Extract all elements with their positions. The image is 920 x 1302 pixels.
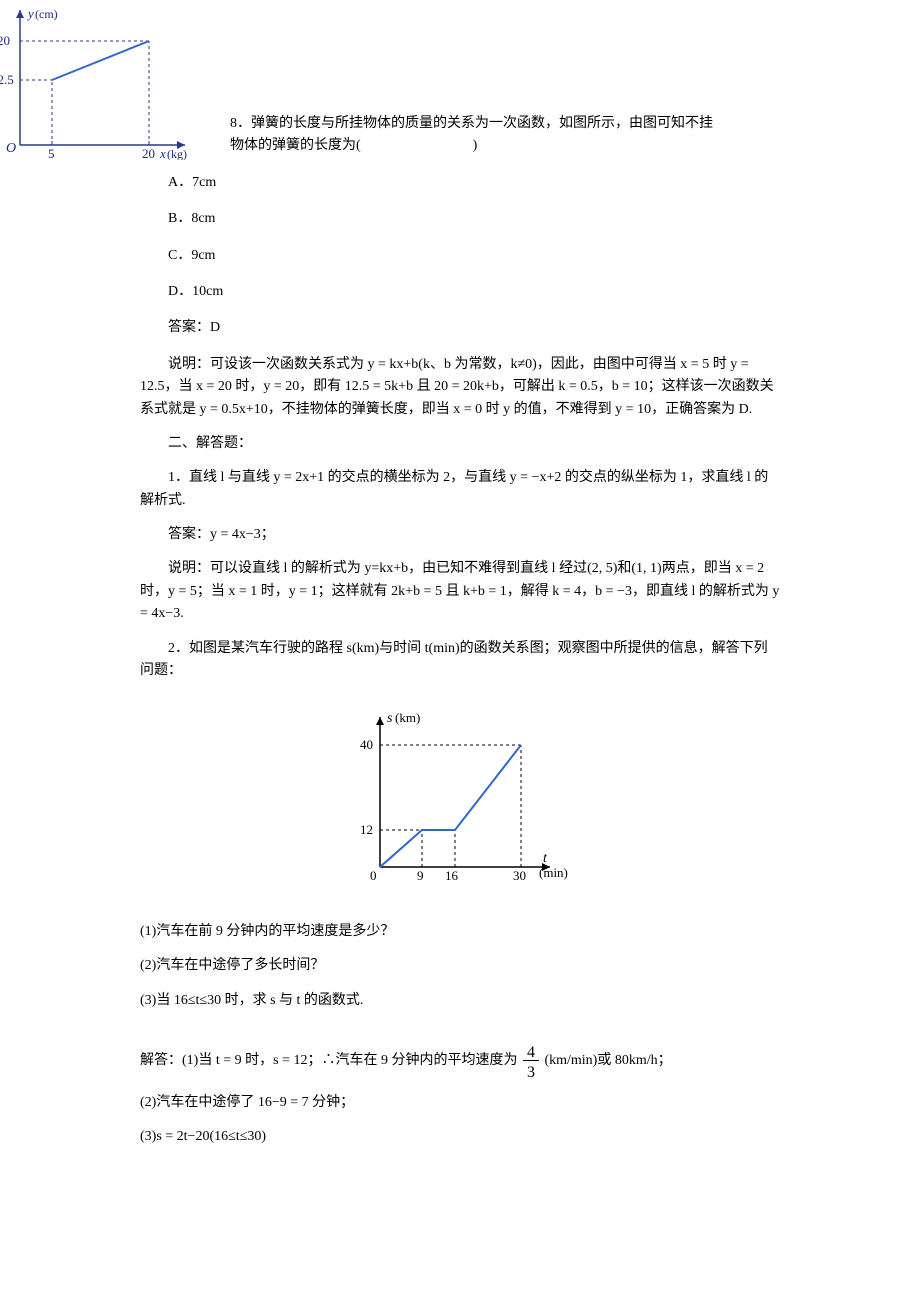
svg-text:12.5: 12.5 — [0, 72, 14, 87]
svg-text:40: 40 — [360, 737, 373, 752]
p2-sub2: (2)汽车在中途停了多长时间？ — [140, 955, 780, 977]
p2-prompt: 2．如图是某汽车行驶的路程 s(km)与时间 t(min)的函数关系图；观察图中… — [140, 638, 780, 683]
svg-text:O: O — [6, 141, 16, 156]
svg-text:0: 0 — [370, 868, 377, 883]
svg-text:30: 30 — [513, 868, 526, 883]
svg-text:s: s — [387, 711, 393, 726]
p2-sub1: (1)汽车在前 9 分钟内的平均速度是多少？ — [140, 921, 780, 943]
svg-text:20: 20 — [0, 33, 10, 48]
p2-ans3: (3)s = 2t−20(16≤t≤30) — [140, 1126, 780, 1148]
fraction-denominator: 3 — [521, 1060, 541, 1086]
q8-answer: 答案：D — [168, 317, 780, 339]
p2-ans1: 解答：(1)当 t = 9 时，s = 12；∴汽车在 9 分钟内的平均速度为 … — [140, 1042, 780, 1080]
q8-option-a: A．7cm — [168, 172, 780, 194]
p2-ans2: (2)汽车在中途停了 16−9 = 7 分钟； — [140, 1092, 780, 1114]
q8-prompt-line1: 8．弹簧的长度与所挂物体的质量的关系为一次函数，如图所示，由图可知不挂 — [230, 116, 713, 131]
svg-text:(cm): (cm) — [35, 7, 58, 21]
svg-text:x: x — [159, 146, 166, 160]
svg-text:5: 5 — [48, 146, 55, 160]
p1-explanation: 说明：可以设直线 l 的解析式为 y=kx+b，由已知不难得到直线 l 经过(2… — [140, 558, 780, 625]
p1-answer: 答案：y = 4x−3； — [140, 524, 780, 546]
p2-ans1-post: (km/min)或 80km/h； — [544, 1053, 671, 1068]
svg-text:(min): (min) — [539, 865, 568, 880]
svg-text:(kg): (kg) — [167, 147, 187, 160]
section-2-title: 二、解答题： — [140, 433, 780, 455]
q8-explanation: 说明：可设该一次函数关系式为 y = kx+b(k、b 为常数，k≠0)，因此，… — [140, 354, 780, 421]
svg-text:12: 12 — [360, 822, 373, 837]
q8-option-d: D．10cm — [168, 281, 780, 303]
fraction-4-3: 4 3 — [521, 1042, 541, 1080]
svg-text:t: t — [543, 851, 548, 866]
svg-text:y: y — [26, 6, 34, 21]
chart-spring: O 5 20 20 12.5 x (kg) y (cm) — [0, 0, 200, 160]
q8-option-c: C．9cm — [168, 245, 780, 267]
chart-car: 0 9 16 30 12 40 s (km) t (min) — [345, 702, 575, 892]
p1-prompt: 1．直线 l 与直线 y = 2x+1 的交点的横坐标为 2，与直线 y = −… — [140, 467, 780, 512]
svg-text:20: 20 — [142, 146, 155, 160]
p2-ans1-pre: 解答：(1)当 t = 9 时，s = 12；∴汽车在 9 分钟内的平均速度为 — [140, 1053, 517, 1068]
q8-option-b: B．8cm — [168, 208, 780, 230]
q8-prompt-line2: 物体的弹簧的长度为( ) — [230, 138, 477, 153]
svg-text:16: 16 — [445, 868, 459, 883]
question-8-block: O 5 20 20 12.5 x (kg) y (cm) 8．弹簧的长度与所挂物… — [0, 0, 920, 158]
p2-sub3: (3)当 16≤t≤30 时，求 s 与 t 的函数式. — [140, 990, 780, 1012]
svg-text:9: 9 — [417, 868, 424, 883]
svg-text:(km): (km) — [395, 710, 420, 725]
